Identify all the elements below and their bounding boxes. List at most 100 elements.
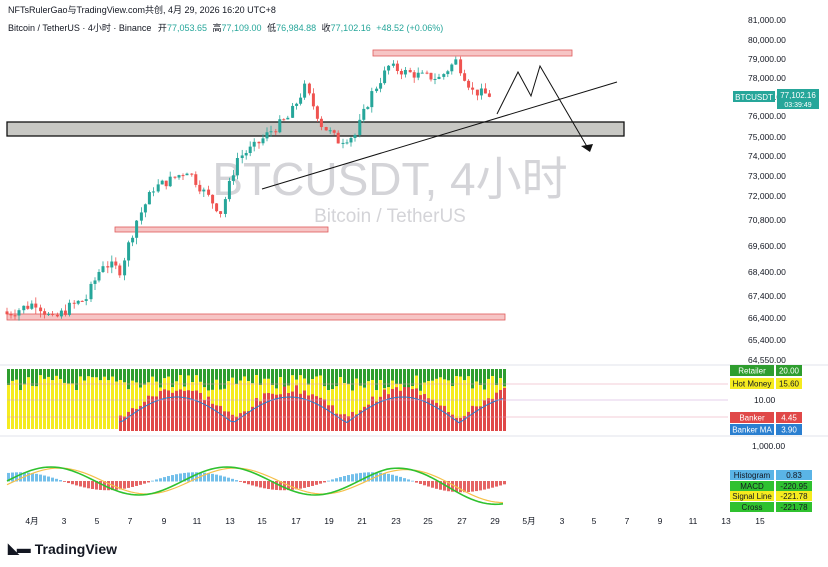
banker-bar: [199, 392, 202, 431]
retailer-bar: [327, 369, 330, 391]
candle-body: [93, 280, 97, 284]
candle-body: [341, 142, 345, 144]
macd-histogram-bar: [255, 481, 258, 487]
retailer-bar: [51, 369, 54, 381]
watermark-subtitle: Bitcoin / TetherUS: [314, 206, 466, 227]
candle-body: [282, 119, 286, 121]
price-axis-label: 69,600.00: [748, 241, 786, 251]
time-axis[interactable]: 4月 3 5 7 9 11 13 15 17 19 21 23 25 27 29 5月 3 5 7 9 11 13 15: [25, 516, 765, 526]
banker-bar: [455, 418, 458, 431]
candle-body: [22, 305, 26, 311]
retailer-bar: [135, 369, 138, 383]
macd-histogram-bar: [407, 479, 410, 482]
macd-histogram-bar: [83, 481, 86, 488]
macd-histogram-bar: [291, 481, 294, 490]
banker-bar: [471, 405, 474, 431]
candle-body: [131, 237, 135, 243]
macd-histogram-bar: [43, 475, 46, 482]
candle-body: [291, 105, 295, 118]
candle-body: [257, 141, 261, 144]
macd-histogram-bar: [119, 481, 122, 490]
retailer-bar: [471, 369, 474, 389]
retailer-bar: [111, 369, 114, 377]
macd-histogram-bar: [459, 481, 462, 493]
candle-body: [383, 70, 387, 84]
banker-bar: [307, 395, 310, 431]
time-axis-label: 11: [689, 516, 698, 526]
banker-bar: [231, 414, 234, 431]
candle-body: [416, 72, 420, 78]
banker-bar: [175, 390, 178, 431]
banker-bar: [419, 395, 422, 431]
retailer-bar: [223, 369, 226, 389]
close-value: 77,102.16: [330, 23, 371, 33]
candle-body: [479, 88, 483, 96]
macd-histogram-bar: [399, 476, 402, 482]
low-label: 低: [267, 23, 277, 33]
banker-bar: [131, 408, 134, 431]
candle-body: [67, 302, 71, 315]
candle-body: [194, 174, 198, 185]
banker-bar: [451, 414, 454, 431]
retailer-bar: [335, 369, 338, 387]
indicator2-value: -220.95: [780, 482, 808, 491]
time-axis-label: 21: [357, 516, 367, 526]
candle-body: [286, 117, 290, 120]
retailer-bar: [463, 369, 466, 381]
retailer-bar: [271, 369, 274, 386]
retailer-bar: [151, 369, 154, 377]
resistance-zone[interactable]: [372, 49, 573, 57]
candle-body: [395, 63, 399, 72]
retailer-bar: [43, 369, 46, 379]
candle-body: [315, 106, 319, 119]
candle-body: [181, 175, 185, 177]
hot-money-bar: [83, 380, 86, 429]
macd-histogram-bar: [251, 481, 254, 486]
candle-body: [362, 108, 366, 120]
macd-histogram-bar: [115, 481, 118, 490]
retailer-bar: [7, 369, 10, 386]
retailer-bar: [19, 369, 22, 391]
banker-bar: [367, 404, 370, 431]
hot-money-bar: [451, 385, 454, 429]
retailer-bar: [419, 369, 422, 391]
macd-histogram-bar: [175, 474, 178, 482]
hot-money-bar: [43, 378, 46, 429]
retailer-bar: [131, 369, 134, 381]
macd-histogram-bar: [487, 481, 490, 489]
time-axis-label: 27: [457, 516, 467, 526]
macd-histogram-bar: [463, 481, 466, 493]
trendline[interactable]: [261, 81, 618, 190]
price-axis-label: 67,400.00: [748, 291, 786, 301]
time-axis-label: 13: [225, 516, 235, 526]
macd-histogram-bar: [363, 472, 366, 482]
hot-money-bar: [215, 379, 218, 429]
projection-path[interactable]: [496, 64, 590, 151]
support-zone-low[interactable]: [6, 313, 506, 321]
banker-bar: [415, 388, 418, 431]
support-zone-main[interactable]: [6, 121, 625, 137]
macd-histogram-bar: [143, 481, 146, 484]
retailer-bar: [107, 369, 110, 381]
indicator2-value-bg: [776, 502, 812, 512]
support-zone-mid[interactable]: [114, 226, 329, 233]
hot-money-bar: [31, 385, 34, 429]
time-axis-label: 5: [95, 516, 100, 526]
banker-bar: [407, 387, 410, 431]
retailer-bar: [303, 369, 306, 379]
hot-money-bar: [99, 380, 102, 429]
macd-histogram-bar: [331, 479, 334, 482]
symbol-name[interactable]: Bitcoin / TetherUS · 4小时 · Binance: [8, 23, 152, 33]
hot-money-bar: [27, 377, 30, 429]
banker-bar: [399, 390, 402, 431]
hot-money-bar: [39, 375, 42, 429]
macd-histogram-bar: [299, 481, 302, 489]
candle-body: [391, 63, 395, 66]
candle-body: [51, 313, 55, 315]
tradingview-logo[interactable]: ◣▬ TradingView: [8, 540, 117, 557]
hot-money-bar: [243, 376, 246, 429]
banker-bar: [123, 416, 126, 431]
price-axis[interactable]: 81,000.0080,000.0079,000.0078,000.0077,0…: [748, 15, 786, 365]
indicator1-value-bg: [776, 365, 802, 376]
